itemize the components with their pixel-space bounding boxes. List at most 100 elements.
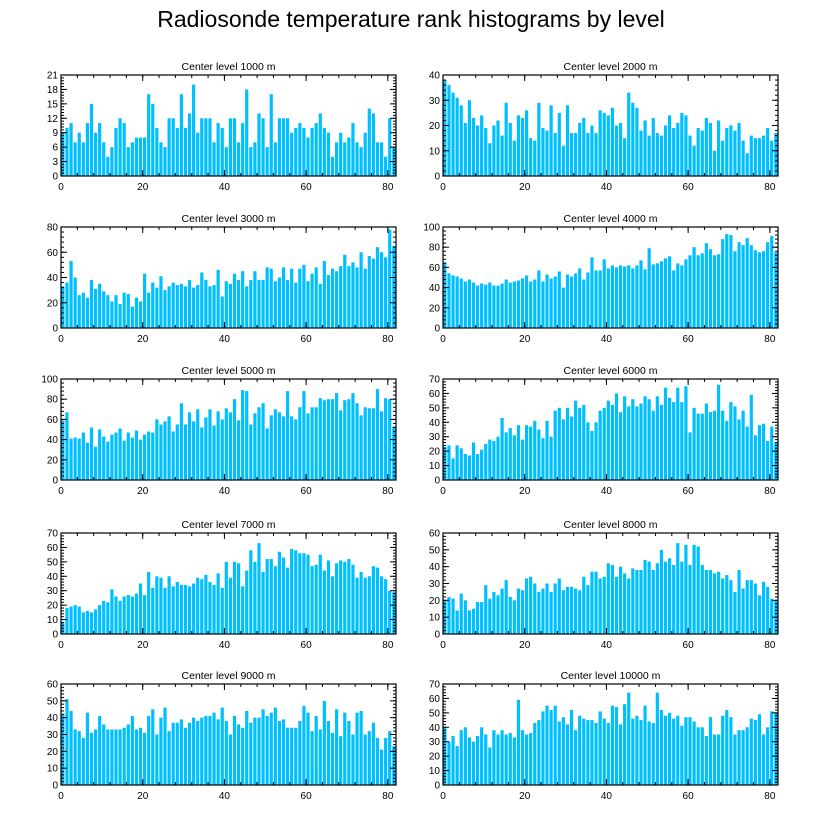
histogram-bar: [614, 267, 619, 328]
histogram-bar: [106, 729, 110, 785]
histogram-bar: [212, 285, 216, 328]
histogram-bar: [98, 605, 102, 634]
histogram-bar: [359, 710, 363, 785]
histogram-bar: [351, 262, 355, 328]
histogram-bar: [561, 717, 565, 785]
histogram-bar: [680, 725, 684, 785]
histogram-bar: [733, 591, 737, 634]
histogram-bar: [651, 722, 655, 785]
histogram-bar: [533, 420, 537, 480]
histogram-bar: [623, 138, 627, 177]
histogram-bar: [492, 285, 496, 328]
histogram-panel: Center level 3000 m 0 20 40 60 80 0 20 40 60 80: [47, 213, 397, 345]
panel-title: Center level 8000 m: [564, 519, 658, 531]
histogram-panel: Center level 5000 m 0 20 40 60 80 0 20 40 60 80 100: [41, 365, 397, 497]
histogram-bar: [208, 118, 212, 176]
histogram-bar: [196, 577, 200, 634]
histogram-bar: [290, 727, 294, 785]
histogram-bar: [122, 440, 126, 480]
histogram-bar: [249, 550, 253, 634]
histogram-bar: [598, 711, 602, 785]
histogram-bar: [684, 717, 688, 785]
histogram-bar: [147, 292, 151, 328]
histogram-bar: [114, 729, 118, 785]
histogram-bar: [249, 424, 253, 480]
histogram-bar: [618, 265, 623, 328]
histogram-bar: [134, 137, 139, 176]
histogram-bar: [602, 576, 606, 634]
histogram-bar: [339, 266, 343, 328]
histogram-bar: [553, 705, 557, 785]
x-tick-label: 60: [301, 334, 313, 345]
histogram-bar: [138, 727, 143, 785]
histogram-bar: [363, 132, 367, 176]
histogram-bar: [688, 432, 692, 480]
histogram-bar: [696, 727, 700, 785]
histogram-bar: [696, 413, 700, 480]
histogram-bar: [680, 402, 684, 480]
histogram-bar: [375, 737, 380, 785]
histogram-bar: [339, 410, 343, 480]
panel-title: Center level 6000 m: [564, 365, 658, 377]
y-tick-label: 0: [434, 324, 440, 335]
histogram-bar: [578, 590, 582, 634]
histogram-bar: [533, 140, 537, 176]
y-tick-label: 20: [47, 747, 59, 758]
histogram-bar: [729, 580, 733, 634]
histogram-bar: [471, 117, 476, 176]
y-tick-label: 50: [429, 403, 441, 414]
histogram-bar: [574, 400, 578, 480]
histogram-bar: [98, 123, 102, 176]
x-tick-label: 80: [764, 182, 776, 193]
histogram-bar: [635, 265, 639, 328]
histogram-bar: [138, 137, 143, 176]
histogram-bar: [717, 120, 721, 176]
histogram-bar: [504, 432, 508, 480]
histogram-bar: [668, 115, 672, 176]
histogram-bar: [159, 142, 163, 176]
histogram-bar: [598, 578, 602, 634]
histogram-bar: [496, 595, 500, 634]
histogram-bar: [228, 283, 232, 328]
histogram-bar: [171, 282, 175, 328]
histogram-bar: [647, 721, 651, 785]
histogram-bar: [343, 142, 347, 176]
histogram-bar: [257, 280, 261, 328]
histogram-bar: [367, 408, 371, 480]
histogram-bar: [578, 122, 582, 176]
histogram-bar: [167, 118, 171, 176]
histogram-bar: [712, 573, 717, 634]
histogram-bar: [545, 705, 549, 785]
histogram-bar: [712, 255, 717, 328]
histogram-bar: [294, 127, 298, 176]
histogram-bar: [557, 112, 561, 177]
histogram-bar: [663, 387, 668, 480]
histogram-bar: [388, 118, 392, 176]
histogram-bar: [725, 420, 729, 480]
histogram-bar: [561, 287, 565, 328]
histogram-bar: [118, 729, 122, 785]
histogram-bar: [680, 561, 684, 634]
histogram-bar: [343, 561, 347, 634]
histogram-bar: [533, 279, 537, 328]
histogram-bar: [212, 142, 216, 176]
histogram-bar: [623, 396, 627, 480]
histogram-bar: [569, 133, 574, 176]
y-tick-label: 15: [47, 99, 59, 110]
histogram-bar: [204, 715, 208, 785]
histogram-bar: [757, 138, 762, 177]
y-tick-label: 0: [52, 781, 58, 792]
axes-frame: [442, 683, 779, 786]
histogram-bar: [598, 410, 602, 480]
histogram-bar: [65, 282, 69, 328]
y-tick-label: 0: [434, 630, 440, 641]
histogram-bar: [708, 717, 713, 785]
histogram-bar: [183, 127, 188, 176]
histogram-bar: [224, 408, 228, 480]
histogram-bar: [676, 387, 680, 480]
histogram-bar: [516, 699, 521, 785]
histogram-bar: [749, 135, 753, 176]
histogram-bar: [684, 386, 688, 480]
histogram-bar: [749, 394, 753, 480]
histogram-bar: [623, 573, 627, 634]
